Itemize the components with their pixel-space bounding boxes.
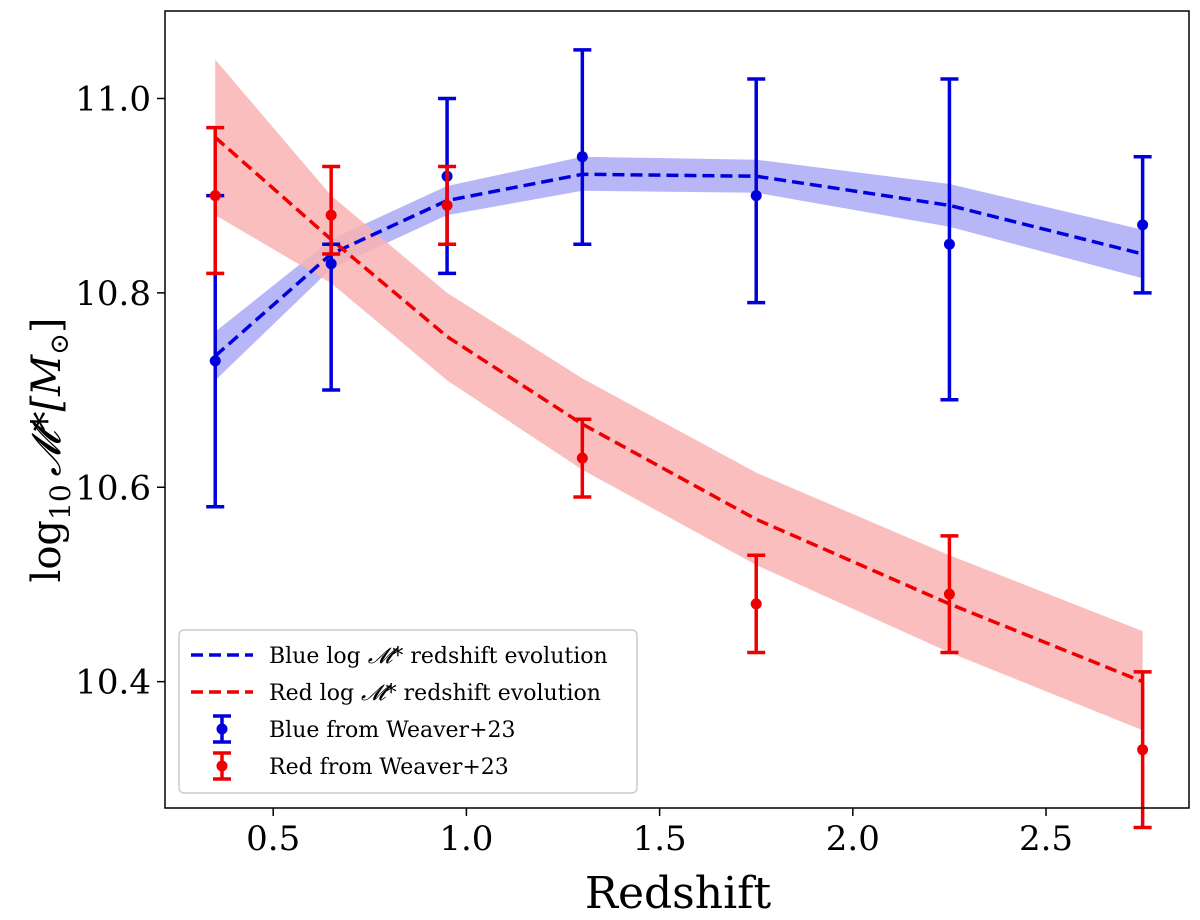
plot-area	[206, 48, 1152, 830]
legend-label-3: Red from Weaver+23	[269, 755, 509, 780]
legend-label-suffix-1: redshift evolution	[397, 681, 601, 706]
legend-label-1: Red log 𝓜* redshift evolution	[269, 681, 601, 706]
y-tick-label-1: 10.6	[75, 468, 151, 508]
legend-label-0: Blue log 𝓜* redshift evolution	[269, 644, 608, 669]
legend-label-suffix-0: redshift evolution	[403, 644, 607, 669]
legend-box	[178, 629, 638, 794]
x-tick-label-2: 1.5	[633, 819, 687, 859]
y-tick-label-2: 10.8	[75, 274, 151, 314]
red-data-point-3	[576, 452, 588, 464]
y-axis-label: log10 𝓜*[M⊙]	[24, 318, 77, 583]
legend-label-prefix-2: Blue from Weaver+23	[269, 718, 516, 743]
blue-data-point-3	[576, 151, 588, 163]
blue-data-point-5	[943, 238, 955, 250]
blue-data-point-4	[750, 190, 762, 202]
y-axis-label-prefix: log	[24, 520, 70, 582]
red-data-point-0	[209, 190, 221, 202]
red-data-point-2	[441, 199, 453, 211]
legend-swatch-point-3	[216, 760, 228, 772]
blue-data-point-0	[209, 355, 221, 367]
red-confidence-band	[215, 59, 1143, 731]
blue-data-point-6	[1137, 219, 1149, 231]
y-axis-label-unit-sun: ⊙	[45, 333, 75, 355]
y-axis-label-unit-close: ]	[24, 318, 70, 334]
red-data-point-1	[325, 209, 337, 221]
y-tick-label-3: 11.0	[75, 79, 151, 119]
legend-label-symbol-1: 𝓜*	[361, 681, 397, 706]
legend-label-prefix-0: Blue log	[269, 644, 368, 669]
y-axis-label-symbol: 𝓜*	[24, 412, 70, 477]
x-tick-label-1: 1.0	[439, 819, 493, 859]
y-axis-label-unit: [M	[24, 354, 70, 412]
axes: 0.5 1.0 1.5 2.0 2.5 10.4 10.6 10.8 11.0	[75, 10, 1190, 859]
red-data-point-4	[750, 598, 762, 610]
x-tick-label-4: 2.5	[1019, 819, 1073, 859]
legend-swatch-point-2	[216, 723, 228, 735]
x-axis-label: Redshift	[585, 868, 772, 919]
y-axis-label-sub: 10	[44, 484, 77, 520]
axes-frame	[164, 10, 1190, 809]
red-data-point-6	[1137, 744, 1149, 756]
x-tick-label-0: 0.5	[246, 819, 300, 859]
x-tick-label-3: 2.0	[826, 819, 880, 859]
legend-label-symbol-0: 𝓜*	[368, 644, 404, 669]
blue-data-point-1	[325, 258, 337, 270]
y-tick-label-0: 10.4	[75, 663, 151, 703]
red-data-point-5	[943, 588, 955, 600]
legend-label-2: Blue from Weaver+23	[269, 718, 516, 743]
legend-label-prefix-1: Red log	[269, 681, 361, 706]
legend-label-prefix-3: Red from Weaver+23	[269, 755, 509, 780]
